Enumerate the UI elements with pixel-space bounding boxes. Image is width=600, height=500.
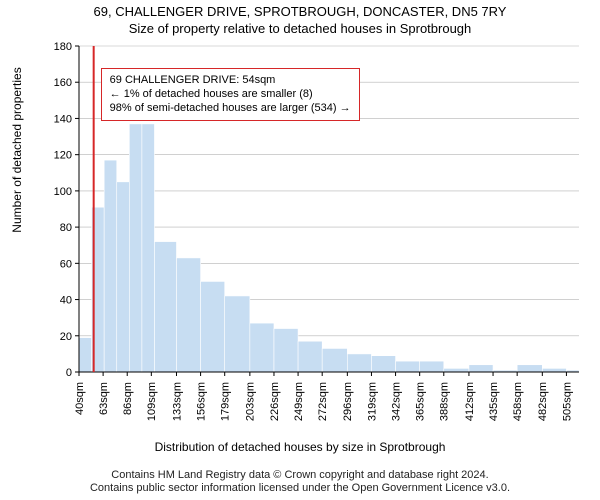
- svg-text:342sqm: 342sqm: [390, 382, 402, 421]
- svg-text:203sqm: 203sqm: [245, 382, 257, 421]
- x-axis-label: Distribution of detached houses by size …: [0, 440, 600, 454]
- svg-text:505sqm: 505sqm: [561, 382, 573, 421]
- svg-text:319sqm: 319sqm: [366, 382, 378, 421]
- svg-text:179sqm: 179sqm: [220, 382, 232, 421]
- annotation-line-3: 98% of semi-detached houses are larger (…: [110, 101, 351, 115]
- title-subtitle: Size of property relative to detached ho…: [0, 21, 600, 36]
- chart-container: 69, CHALLENGER DRIVE, SPROTBROUGH, DONCA…: [0, 0, 600, 500]
- svg-text:388sqm: 388sqm: [439, 382, 451, 421]
- svg-text:40: 40: [60, 295, 72, 307]
- annotation-box: 69 CHALLENGER DRIVE: 54sqm ← 1% of detac…: [101, 68, 360, 121]
- svg-text:109sqm: 109sqm: [146, 382, 158, 421]
- footer-line-1: Contains HM Land Registry data © Crown c…: [0, 469, 600, 483]
- svg-text:80: 80: [60, 222, 72, 234]
- svg-text:365sqm: 365sqm: [415, 382, 427, 421]
- svg-text:60: 60: [60, 258, 72, 270]
- svg-text:226sqm: 226sqm: [269, 382, 281, 421]
- svg-text:86sqm: 86sqm: [122, 382, 134, 415]
- svg-text:63sqm: 63sqm: [98, 382, 110, 415]
- title-block: 69, CHALLENGER DRIVE, SPROTBROUGH, DONCA…: [0, 4, 600, 36]
- svg-text:20: 20: [60, 331, 72, 343]
- svg-text:140: 140: [54, 113, 72, 125]
- svg-text:296sqm: 296sqm: [342, 382, 354, 421]
- svg-text:133sqm: 133sqm: [171, 382, 183, 421]
- svg-text:458sqm: 458sqm: [512, 382, 524, 421]
- svg-text:40sqm: 40sqm: [74, 382, 86, 415]
- svg-text:272sqm: 272sqm: [317, 382, 329, 421]
- svg-text:435sqm: 435sqm: [488, 382, 500, 421]
- svg-text:100: 100: [54, 186, 72, 198]
- svg-text:160: 160: [54, 77, 72, 89]
- svg-text:482sqm: 482sqm: [537, 382, 549, 421]
- svg-text:412sqm: 412sqm: [464, 382, 476, 421]
- y-axis-label: Number of detached properties: [10, 0, 24, 300]
- title-address: 69, CHALLENGER DRIVE, SPROTBROUGH, DONCA…: [0, 4, 600, 19]
- svg-text:156sqm: 156sqm: [195, 382, 207, 421]
- annotation-line-2: ← 1% of detached houses are smaller (8): [110, 87, 351, 101]
- svg-text:249sqm: 249sqm: [293, 382, 305, 421]
- annotation-line-1: 69 CHALLENGER DRIVE: 54sqm: [110, 73, 351, 87]
- footer-line-2: Contains public sector information licen…: [0, 482, 600, 496]
- footer-attribution: Contains HM Land Registry data © Crown c…: [0, 469, 600, 497]
- svg-text:120: 120: [54, 150, 72, 162]
- svg-text:0: 0: [66, 367, 72, 379]
- svg-text:180: 180: [54, 42, 72, 53]
